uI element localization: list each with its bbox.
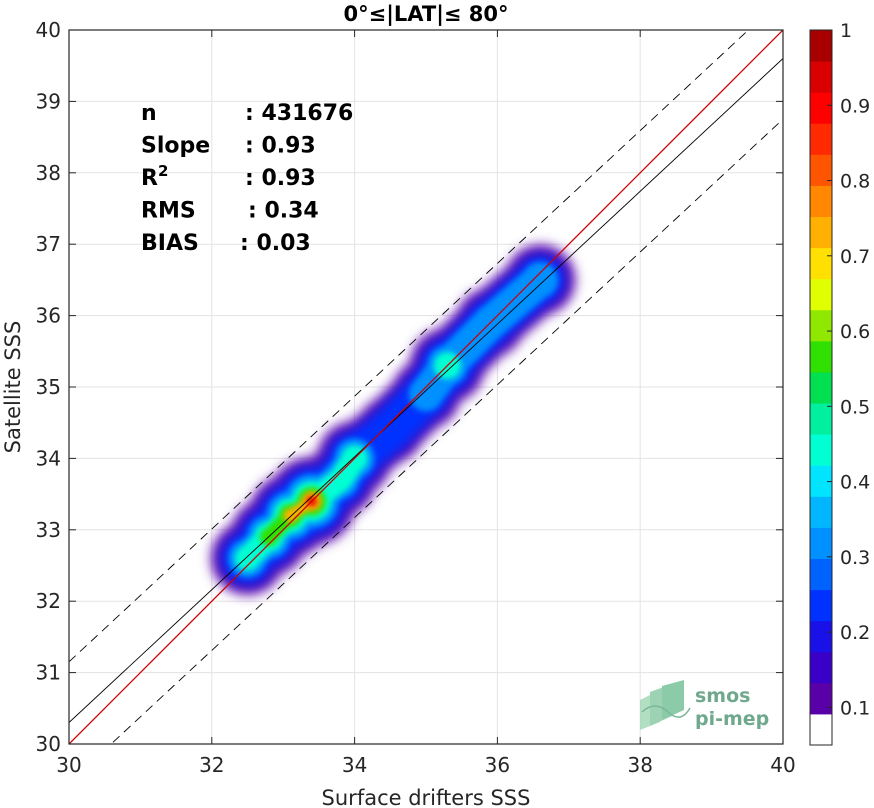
stat-superscript: 2 (158, 162, 168, 180)
colorbar-segment (810, 185, 832, 218)
y-tick-label: 36 (36, 304, 61, 328)
grid (68, 29, 784, 745)
colorbar-segment (810, 651, 832, 684)
logo-line-1: smos (695, 685, 750, 707)
colorbar-segment (810, 434, 832, 466)
colorbar-segment (810, 527, 832, 559)
stat-value: : 0.93 (245, 134, 316, 159)
colorbar-segment (810, 682, 832, 715)
colorbar-segment (810, 403, 832, 435)
y-tick-label: 30 (36, 732, 61, 756)
y-tick-label: 39 (36, 89, 61, 113)
colorbar-tick-label: 0.4 (840, 472, 870, 494)
stat-value: : 0.03 (240, 231, 311, 256)
colorbar-tick-label: 0.6 (840, 321, 870, 343)
x-axis-ticks: 30 32 34 36 38 40 (56, 30, 796, 777)
density-peak (522, 261, 559, 298)
stat-value: : 0.93 (245, 166, 316, 191)
y-tick-label: 31 (36, 661, 61, 685)
colorbar (809, 29, 833, 746)
colorbar-tick-label: 0.1 (840, 697, 870, 719)
colorbar-segment (810, 92, 832, 124)
stat-value: : 0.34 (248, 199, 319, 224)
stat-label: Slope (141, 134, 210, 159)
stat-value: : 431676 (245, 101, 353, 126)
colorbar-tick-label: 1 (840, 20, 852, 42)
colorbar-segment (810, 620, 832, 653)
x-axis-label: Surface drifters SSS (322, 786, 531, 808)
colorbar-frame (809, 29, 833, 746)
logo-line-2: pi-mep (695, 708, 769, 730)
y-tick-label: 35 (36, 375, 61, 399)
colorbar-tick-label: 0.7 (840, 246, 870, 268)
colorbar-segment (810, 496, 832, 528)
y-tick-label: 40 (36, 18, 61, 42)
x-tick-label: 32 (199, 753, 224, 777)
colorbar-tick-label: 0.9 (840, 95, 870, 117)
density-peak (283, 508, 298, 523)
colorbar-segment (810, 61, 832, 93)
colorbar-tick-label: 0.2 (840, 622, 870, 644)
colorbar-segment (810, 216, 832, 249)
density-peak (366, 406, 414, 454)
colorbar-segment (810, 309, 832, 342)
stat-label: n (141, 101, 157, 126)
chart-title: 0°≤|LAT|≤ 80° (343, 2, 508, 27)
y-tick-label: 38 (36, 161, 61, 185)
y-tick-label: 32 (36, 589, 61, 613)
smos-pi-mep-logo: smos pi-mep (640, 680, 769, 730)
colorbar-segment (810, 30, 832, 62)
colorbar-ticks: 0.1 0.2 0.3 0.4 0.5 0.6 0.7 0.8 0.9 1 (827, 20, 870, 719)
colorbar-segment (810, 340, 832, 373)
colorbar-segment (810, 278, 832, 311)
y-tick-label: 33 (36, 518, 61, 542)
colorbar-tick-label: 0.3 (840, 547, 870, 569)
density-peak (234, 545, 261, 572)
x-tick-label: 40 (770, 753, 795, 777)
colorbar-segment (810, 589, 832, 622)
y-axis-label: Satellite SSS (1, 321, 25, 454)
colorbar-segment (810, 713, 832, 746)
colorbar-segment (810, 465, 832, 497)
density-peak (408, 376, 444, 412)
x-tick-label: 30 (56, 753, 81, 777)
y-tick-label: 37 (36, 232, 61, 256)
upper-bound-line (69, 30, 750, 663)
x-tick-label: 34 (342, 753, 367, 777)
colorbar-segment (810, 247, 832, 280)
identity-line (69, 30, 783, 744)
stat-label: RMS (141, 199, 196, 224)
lower-bound-line (110, 118, 783, 744)
reference-lines (69, 30, 783, 744)
colorbar-segment (810, 558, 832, 591)
x-tick-label: 36 (485, 753, 510, 777)
regression-line (69, 58, 783, 723)
y-axis-ticks: 30 31 32 33 34 35 36 37 38 39 40 (36, 18, 783, 756)
x-tick-label: 38 (627, 753, 652, 777)
logo-waves-icon (640, 680, 691, 730)
y-tick-label: 34 (36, 446, 61, 470)
density-peak (328, 467, 353, 492)
stat-label: BIAS (141, 231, 199, 256)
colorbar-tick-label: 0.8 (840, 171, 870, 193)
colorbar-segment (810, 123, 832, 155)
colorbar-segment (810, 371, 832, 404)
colorbar-tick-label: 0.5 (840, 396, 870, 418)
colorbar-segment (810, 154, 832, 186)
